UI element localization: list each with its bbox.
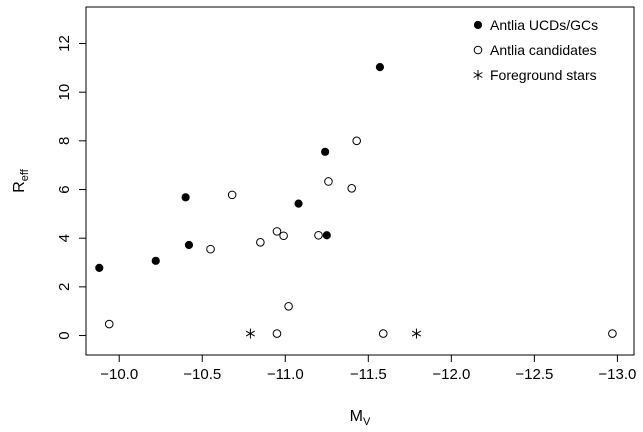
ucd-gc-point <box>95 263 104 272</box>
candidate-point <box>347 184 356 193</box>
candidate-point <box>272 329 282 338</box>
x-tick-label: −10.5 <box>183 366 221 383</box>
x-tick-label: −12.5 <box>515 366 553 383</box>
ucd-gc-point <box>322 231 331 240</box>
candidate-point <box>314 230 323 240</box>
legend-label: Antlia UCDs/GCs <box>490 17 598 33</box>
x-tick-label: −11.0 <box>267 366 304 383</box>
x-axis-title: MV <box>350 408 371 428</box>
y-axis-title-main: R <box>11 181 28 193</box>
x-axis-title-sub: V <box>363 416 371 428</box>
legend-label: Antlia candidates <box>490 42 597 58</box>
y-tick-label: 4 <box>56 234 73 242</box>
foreground-star-point <box>411 328 422 339</box>
candidate-point <box>272 227 282 236</box>
y-tick-label: 12 <box>56 35 73 52</box>
candidate-point <box>284 302 293 311</box>
candidate-point <box>279 231 288 241</box>
candidate-point <box>104 319 114 329</box>
ucd-gc-point <box>294 199 303 208</box>
ucd-gc-point <box>151 256 160 265</box>
data-points <box>95 63 617 339</box>
candidate-point <box>227 190 237 200</box>
y-axis-title-sub: eff <box>19 168 31 181</box>
candidate-point <box>608 329 617 338</box>
x-tick-label: −12.0 <box>432 366 470 383</box>
ucd-gc-point <box>375 63 385 72</box>
legend-marker <box>473 20 483 30</box>
legend-marker <box>473 70 483 80</box>
x-tick-label: −10.0 <box>100 366 138 383</box>
legend-label: Foreground stars <box>490 67 597 83</box>
y-tick-label: 0 <box>56 331 73 339</box>
candidate-point <box>256 238 265 247</box>
ucd-gc-point <box>184 240 194 250</box>
foreground-star-point <box>245 328 255 339</box>
y-tick-label: 2 <box>56 283 73 291</box>
ucd-gc-point <box>321 147 330 156</box>
candidate-point <box>324 177 333 186</box>
x-axis: −10.0 −10.5 −11.0 −11.5 −12.0 −12.5 −13.0 <box>100 355 636 383</box>
plot-frame <box>85 6 635 356</box>
legend-marker <box>473 45 483 55</box>
y-tick-label: 6 <box>56 185 73 193</box>
candidate-point <box>352 136 361 146</box>
y-tick-label: 10 <box>56 84 73 101</box>
legend: Antlia UCDs/GCs Antlia candidates Foregrou… <box>473 17 598 83</box>
y-axis: 0 2 4 6 8 10 12 <box>56 35 86 340</box>
candidate-point <box>378 329 388 338</box>
candidate-point <box>206 244 215 254</box>
y-axis-title: Reff <box>11 168 31 193</box>
y-tick-label: 8 <box>56 137 73 145</box>
x-tick-label: −13.0 <box>598 366 636 383</box>
x-axis-title-main: M <box>350 408 363 425</box>
ucd-gc-point <box>181 193 190 202</box>
x-tick-label: −11.5 <box>350 366 387 383</box>
